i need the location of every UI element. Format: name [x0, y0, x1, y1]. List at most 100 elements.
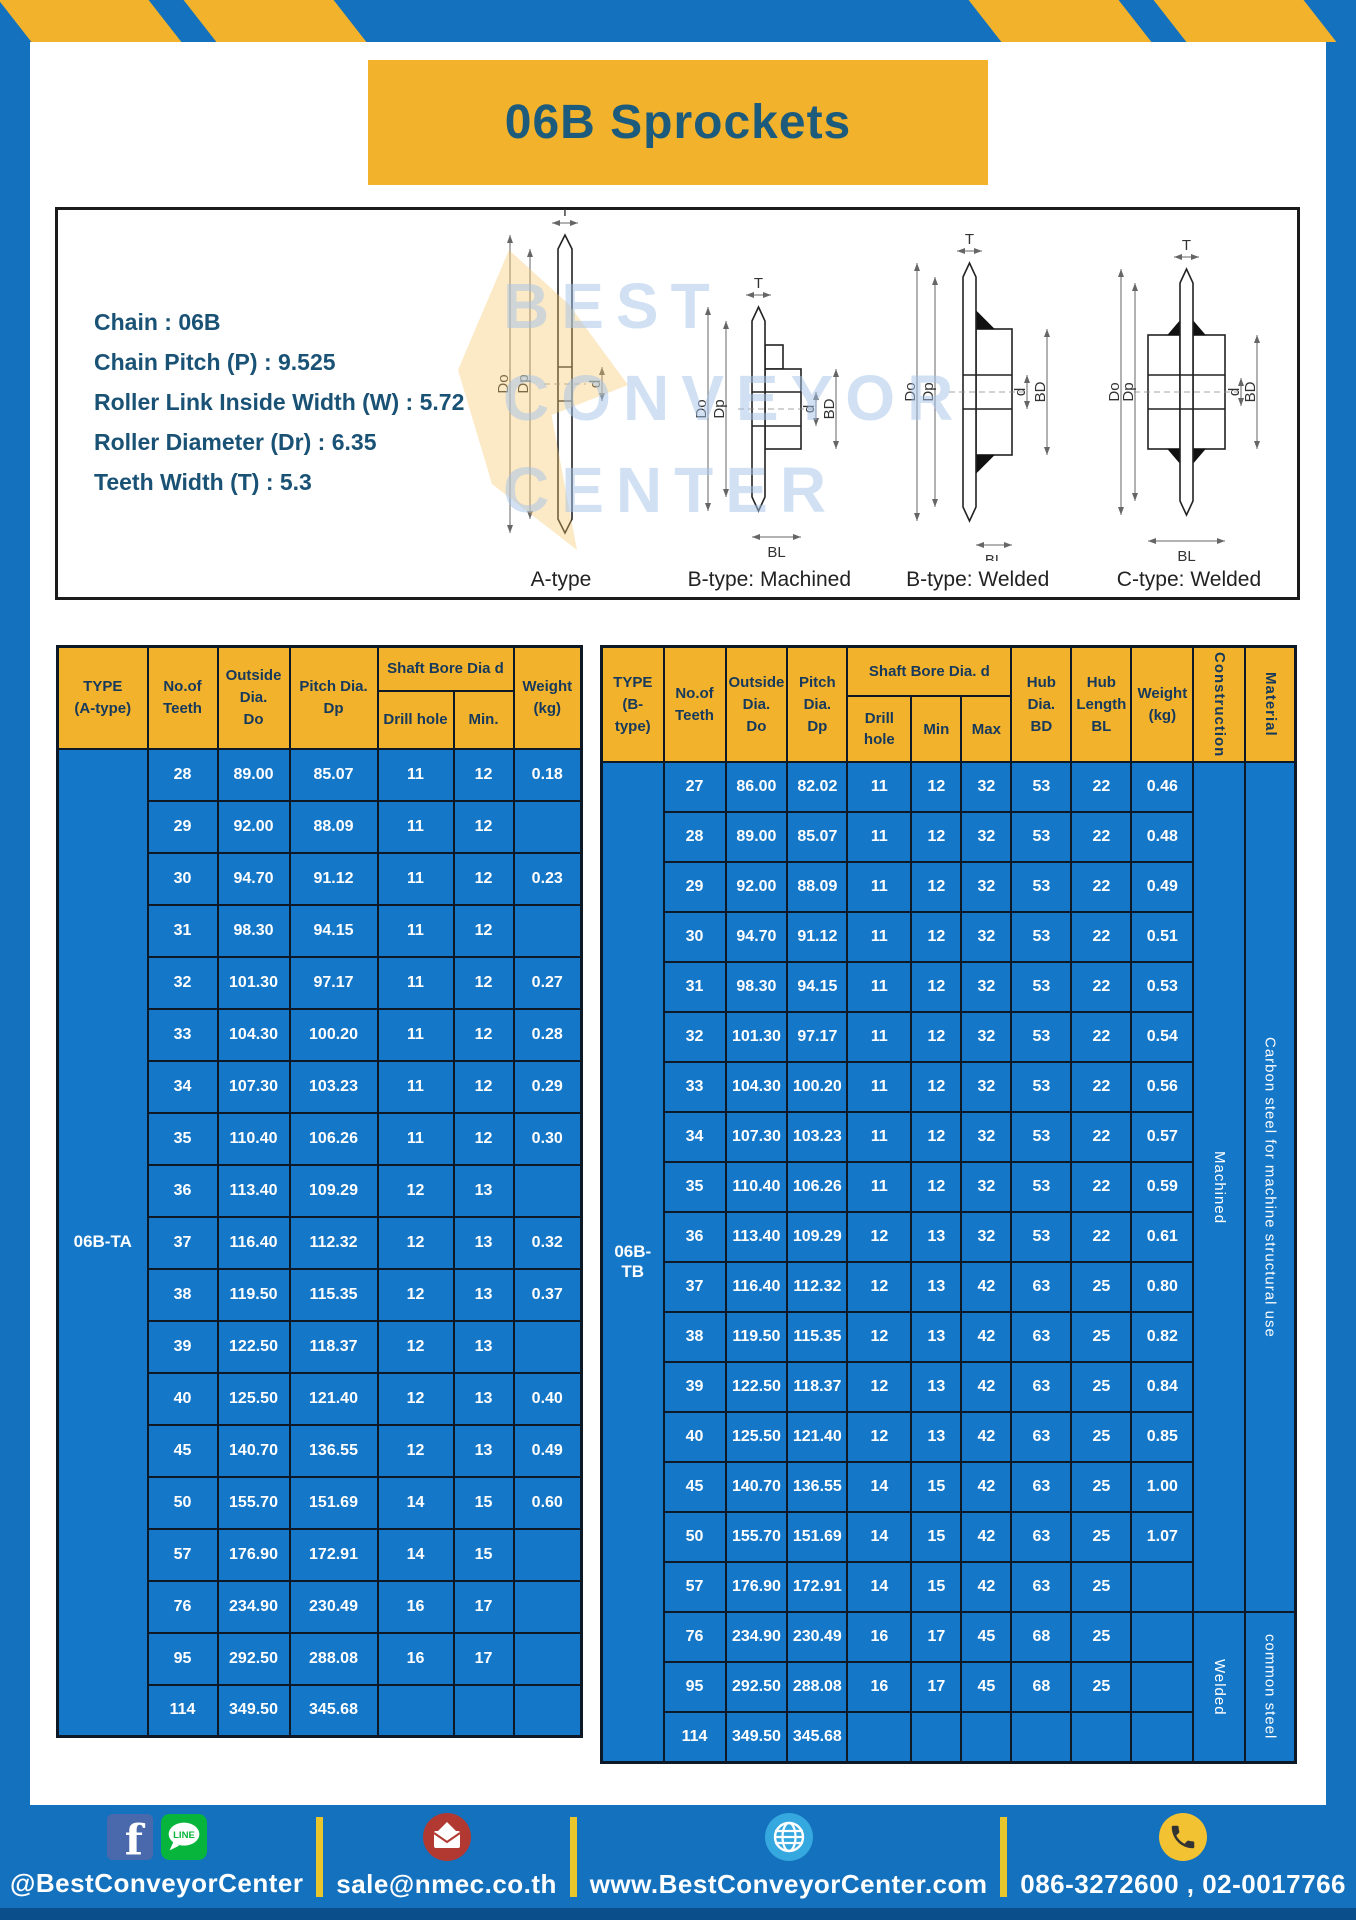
table-cell: 0.49: [1130, 861, 1195, 914]
table-cell: 288.08: [288, 1631, 379, 1686]
table-cell: 13: [910, 1311, 963, 1364]
table-row: 29 92.00 88.09 11 12: [58, 799, 583, 854]
table-cell: 37: [146, 1215, 219, 1270]
sprocket-table-a: TYPE (A-type) No.of Teeth Outside Dia. D…: [56, 645, 583, 1738]
table-cell: 63: [1010, 1261, 1073, 1314]
table-cell: 12: [452, 1059, 515, 1114]
table-b-header: TYPE (B-type) No.of Teeth Outside Dia. D…: [600, 645, 1297, 764]
table-cell: 140.70: [724, 1461, 789, 1514]
table-cell: 28: [146, 747, 219, 802]
svg-text:T: T: [560, 209, 569, 220]
table-cell: [452, 1683, 515, 1738]
table-cell: 14: [376, 1527, 455, 1582]
table-cell: 112.32: [786, 1261, 849, 1314]
col-outside-dia: Outside Dia. Do: [216, 645, 291, 750]
table-cell: [512, 1579, 583, 1634]
table-cell: 82.02: [786, 761, 849, 814]
table-cell: 11: [846, 811, 913, 864]
table-cell: 88.09: [786, 861, 849, 914]
table-cell: 40: [662, 1411, 727, 1464]
line-icon[interactable]: LINE: [160, 1814, 207, 1865]
svg-text:d: d: [1226, 388, 1243, 396]
table-cell: 22: [1070, 761, 1133, 814]
svg-text:Dp: Dp: [515, 374, 532, 393]
sprocket-drawing: T Do Dp d BD BL: [883, 227, 1073, 569]
col-weight: Weight (kg): [1130, 645, 1195, 764]
material-cell: Carbon steel for machine structural use: [1244, 761, 1297, 1614]
svg-text:BD: BD: [821, 398, 838, 419]
phone-numbers[interactable]: 086-3272600 , 02-0017766: [1020, 1869, 1346, 1899]
table-cell: [512, 1319, 583, 1374]
table-cell: 101.30: [724, 1011, 789, 1064]
table-cell: 11: [846, 861, 913, 914]
website-contact[interactable]: www.BestConveyorCenter.com: [590, 1813, 988, 1900]
email-address[interactable]: sale@nmec.co.th: [336, 1869, 557, 1899]
website-url[interactable]: www.BestConveyorCenter.com: [589, 1869, 988, 1899]
table-cell: 106.26: [786, 1161, 849, 1214]
col-pitch-dia: Pitch Dia. Dp: [786, 645, 849, 764]
table-cell: 12: [376, 1371, 455, 1426]
facebook-icon[interactable]: f: [106, 1814, 153, 1865]
table-cell: 35: [662, 1161, 727, 1214]
table-cell: 16: [846, 1611, 913, 1664]
table-cell: 345.68: [288, 1683, 379, 1738]
table-cell: 0.32: [512, 1215, 583, 1270]
table-cell: 122.50: [216, 1319, 291, 1374]
table-cell: 104.30: [216, 1007, 291, 1062]
phone-icon[interactable]: [1159, 1813, 1208, 1866]
table-row: 57 176.90 172.91 14 15 42 63 25: [602, 1561, 1296, 1614]
table-row: 95 292.50 288.08 16 17 45 68 25: [602, 1661, 1296, 1714]
table-cell: 106.26: [288, 1111, 379, 1166]
band-stripe: [1150, 0, 1340, 42]
table-cell: 33: [146, 1007, 219, 1062]
table-cell: 17: [452, 1631, 515, 1686]
diagram-a-type: T Do Dp d A-type: [466, 203, 656, 592]
table-cell: 36: [146, 1163, 219, 1218]
table-cell: 349.50: [216, 1683, 291, 1738]
table-cell: 12: [910, 1161, 963, 1214]
email-icon[interactable]: [422, 1813, 471, 1866]
table-row: 32 101.30 97.17 11 12 32 53 22 0.54: [602, 1011, 1296, 1064]
table-cell: 25: [1070, 1361, 1133, 1414]
table-cell: 12: [452, 903, 515, 958]
globe-icon[interactable]: [764, 1813, 813, 1866]
table-cell: 32: [960, 761, 1013, 814]
table-cell: 91.12: [288, 851, 379, 906]
email-contact[interactable]: sale@nmec.co.th: [336, 1813, 557, 1900]
table-cell: 11: [376, 1007, 455, 1062]
table-cell: 95: [662, 1661, 727, 1714]
table-cell: 0.48: [1130, 811, 1195, 864]
table-cell: 0.60: [512, 1475, 583, 1530]
table-cell: 89.00: [216, 747, 291, 802]
table-cell: [1010, 1711, 1073, 1764]
svg-text:BD: BD: [1242, 381, 1259, 402]
table-cell: 12: [452, 1007, 515, 1062]
table-cell: 25: [1070, 1611, 1133, 1664]
table-cell: 32: [960, 911, 1013, 964]
table-cell: 76: [662, 1611, 727, 1664]
table-cell: 32: [146, 955, 219, 1010]
table-cell: 53: [1010, 911, 1073, 964]
table-cell: 11: [376, 747, 455, 802]
table-cell: 63: [1010, 1511, 1073, 1564]
table-cell: 12: [452, 955, 515, 1010]
col-shaft-bore-group: Shaft Bore Dia. d: [846, 645, 1013, 698]
table-cell: 12: [452, 851, 515, 906]
table-cell: 25: [1070, 1411, 1133, 1464]
table-cell: 34: [662, 1111, 727, 1164]
phone-contact[interactable]: 086-3272600 , 02-0017766: [1020, 1813, 1346, 1900]
table-cell: 40: [146, 1371, 219, 1426]
table-cell: 0.57: [1130, 1111, 1195, 1164]
table-cell: 12: [376, 1423, 455, 1478]
table-cell: 42: [960, 1561, 1013, 1614]
table-row: 31 98.30 94.15 11 12 32 53 22 0.53: [602, 961, 1296, 1014]
social-contact[interactable]: f LINE @BestConveyorCenter: [10, 1814, 303, 1899]
social-handle[interactable]: @BestConveyorCenter: [10, 1868, 304, 1898]
table-cell: 30: [146, 851, 219, 906]
table-cell: 25: [1070, 1661, 1133, 1714]
table-cell: 98.30: [724, 961, 789, 1014]
table-cell: 11: [376, 903, 455, 958]
table-cell: 32: [960, 1211, 1013, 1264]
col-hub-length: Hub Length BL: [1070, 645, 1133, 764]
